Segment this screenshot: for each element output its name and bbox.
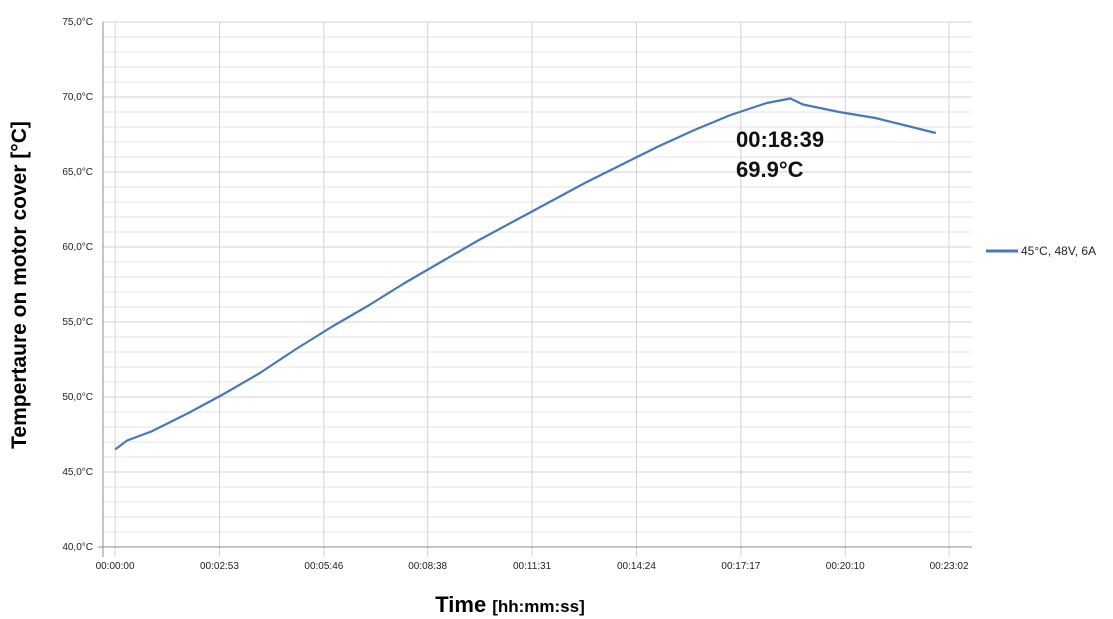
series-lines: [114, 97, 937, 451]
x-tick-label: 00:14:24: [617, 561, 656, 572]
x-tick-label: 00:20:10: [826, 561, 865, 572]
x-axis-label-unit: [hh:mm:ss]: [492, 597, 585, 616]
y-tick-label: 55,0°C: [62, 317, 93, 328]
y-tick-label: 70,0°C: [62, 92, 93, 103]
chart-axes: [98, 22, 972, 557]
x-axis-label-main: Time: [435, 592, 486, 617]
series-line: [114, 97, 937, 451]
annotation-temperature: 69.9°C: [736, 157, 804, 182]
x-tick-label: 00:02:53: [200, 561, 239, 572]
y-tick-label: 60,0°C: [62, 242, 93, 253]
peak-annotation: 00:18:39 69.9°C: [736, 127, 824, 182]
x-tick-label: 00:05:46: [304, 561, 343, 572]
x-tick-label: 00:11:31: [513, 561, 552, 572]
x-tick-label: 00:17:17: [721, 561, 760, 572]
y-tick-label: 45,0°C: [62, 467, 93, 478]
x-axis-tick-labels: 00:00:00 00:02:53 00:05:46 00:08:38 00:11:31…: [96, 561, 969, 572]
legend-label: 45°C, 48V, 6A: [1021, 244, 1096, 258]
x-tick-label: 00:00:00: [96, 561, 135, 572]
y-axis-label: Tempertaure on motor cover [°C]: [8, 121, 31, 449]
y-tick-label: 40,0°C: [62, 542, 93, 553]
minor-gridlines: [103, 36, 972, 533]
x-tick-label: 00:08:38: [408, 561, 447, 572]
y-tick-label: 75,0°C: [62, 17, 93, 28]
x-tick-label: 00:23:02: [930, 561, 969, 572]
legend: 45°C, 48V, 6A: [986, 244, 1096, 258]
x-axis-label: Time [hh:mm:ss]: [435, 592, 585, 617]
annotation-time: 00:18:39: [736, 127, 824, 152]
y-tick-label: 65,0°C: [62, 167, 93, 178]
major-gridlines: [103, 21, 972, 557]
y-axis-tick-labels: 40,0°C 45,0°C 50,0°C 55,0°C 60,0°C 65,0°C 70,0…: [62, 17, 93, 553]
y-tick-label: 50,0°C: [62, 392, 93, 403]
